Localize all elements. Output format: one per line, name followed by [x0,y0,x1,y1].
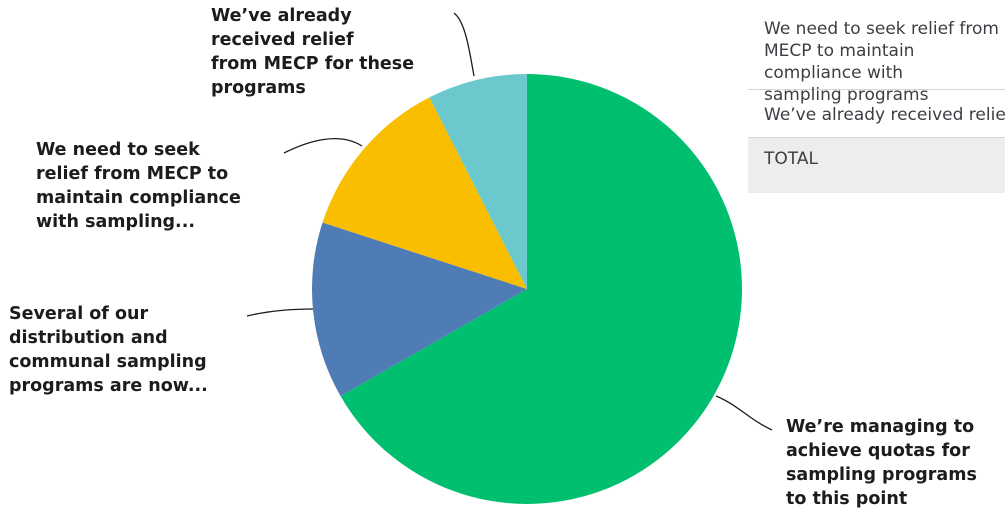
leader-line-managing [715,395,773,431]
leader-lines [246,12,773,431]
slice-need-relief [322,97,527,289]
table-row: We need to seek relief from MECP to main… [748,0,1005,105]
table-total-row: TOTAL [748,138,1005,193]
label-several-programs: Several of our distribution and communal… [9,304,208,396]
leader-line-need [283,138,363,154]
slice-already-received [429,74,527,289]
table-total-label: TOTAL [764,149,818,169]
table-row-label: We’ve already received relief from MECP … [764,105,1005,125]
table-row-label: We need to seek relief from MECP to main… [764,19,999,105]
label-need-to-seek-relief: We need to seek relief from MECP to main… [36,140,241,232]
slice-managing-quotas [340,74,742,504]
table-row: We’ve already received relief from MECP … [748,90,1005,138]
slice-several-programs [312,222,527,397]
label-managing-quotas: We’re managing to achieve quotas for sam… [786,417,977,509]
leader-line-several [246,308,314,317]
label-already-received-relief: We’ve already received relief from MECP … [211,6,415,98]
leader-line-already [453,12,475,77]
answer-table: We need to seek relief from MECP to main… [748,0,1005,280]
pie-slices [312,74,742,504]
